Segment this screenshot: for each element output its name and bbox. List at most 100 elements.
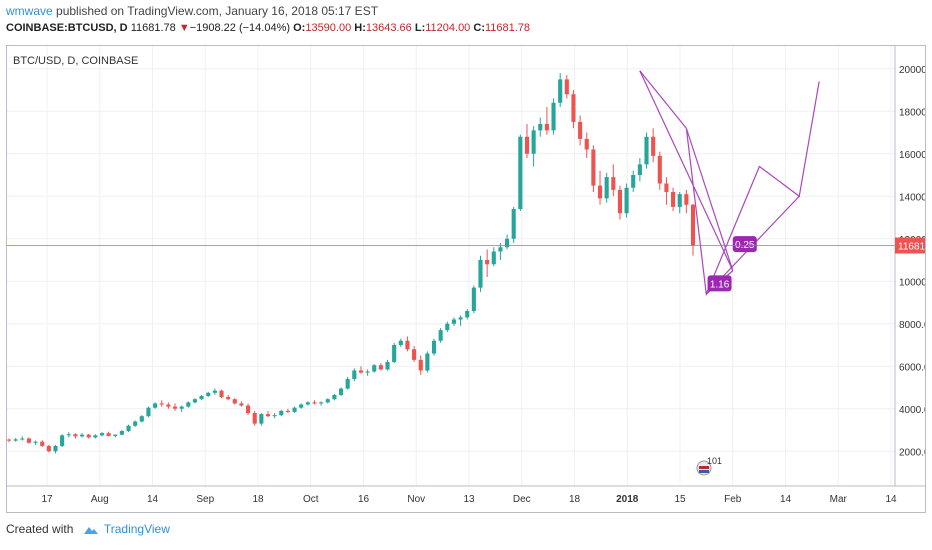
author-link[interactable]: wmwave	[6, 4, 53, 18]
candle	[412, 346, 417, 362]
candle-body	[299, 404, 304, 408]
candle	[40, 440, 45, 447]
candle-body	[491, 251, 496, 265]
time-tick-label: Dec	[513, 494, 531, 505]
price-tick-label: 14000.00	[899, 192, 925, 203]
time-tick-label: 13	[463, 494, 475, 505]
candle-body	[518, 136, 523, 209]
candle	[564, 75, 569, 99]
candle-body	[179, 406, 184, 409]
ratio-label-box	[707, 275, 732, 292]
tradingview-link[interactable]: TradingView	[103, 522, 170, 536]
candle	[671, 187, 676, 212]
candle-body	[631, 175, 636, 188]
candle-body	[418, 359, 423, 371]
low-label: L:	[414, 22, 426, 34]
candle-body	[578, 121, 583, 139]
candle-body	[186, 402, 191, 407]
candle	[392, 342, 397, 364]
candle	[113, 434, 118, 438]
candle-body	[133, 421, 138, 426]
time-tick-label: 16	[358, 494, 370, 505]
candle-body	[106, 433, 111, 436]
candle-body	[206, 392, 211, 396]
candle	[405, 336, 410, 352]
candle	[538, 117, 543, 137]
price-chart[interactable]: 1.160.25 BTC/USD, D, COINBASE 2000.00400…	[7, 46, 925, 512]
candle	[186, 401, 191, 408]
candle	[684, 189, 689, 214]
candle	[372, 364, 377, 373]
candle-body	[511, 209, 516, 239]
candle	[451, 317, 456, 326]
candle	[212, 388, 217, 395]
candle	[478, 255, 483, 292]
time-tick-label: 14	[147, 494, 159, 505]
candle	[325, 398, 330, 404]
candle-body	[272, 415, 277, 417]
candle	[305, 401, 310, 406]
candle	[657, 151, 662, 190]
candle	[431, 338, 437, 356]
created-with-text: Created with	[6, 522, 74, 536]
candle	[272, 413, 277, 419]
candle	[153, 402, 158, 409]
candle	[664, 177, 669, 205]
candle	[398, 338, 403, 348]
candle	[139, 415, 144, 423]
candle-body	[20, 438, 25, 440]
candle	[458, 315, 463, 326]
candle-body	[671, 192, 676, 207]
candle-body	[684, 194, 689, 205]
candle-body	[597, 185, 603, 199]
earnings-badge[interactable]: 101	[696, 456, 722, 476]
high-value: 13643.66	[365, 22, 412, 34]
candle	[53, 444, 58, 454]
candle-body	[551, 102, 556, 131]
candle-body	[212, 390, 217, 393]
candle	[179, 405, 184, 412]
ratio-label-box	[732, 236, 757, 253]
candle	[199, 394, 204, 401]
time-tick-label: 14	[885, 494, 897, 505]
high-label: H:	[354, 22, 366, 34]
candle	[299, 403, 304, 409]
candle-body	[40, 441, 45, 446]
candle-body	[637, 164, 642, 175]
candle-body	[246, 405, 251, 413]
candle	[166, 402, 171, 409]
candle-body	[690, 204, 696, 246]
candle	[690, 203, 696, 256]
candle-body	[412, 349, 417, 360]
candle-body	[392, 345, 397, 362]
time-tick-label: 18	[569, 494, 581, 505]
time-tick-label: 18	[252, 494, 264, 505]
candle-body	[438, 330, 443, 341]
candle-body	[312, 402, 317, 404]
time-axis[interactable]: 17 Aug 14 Sep 18 Oct 16 Nov 13 Dec 18 2018 15 Feb 14 Ma…	[7, 485, 925, 505]
candle-body	[611, 177, 616, 190]
candle	[26, 437, 31, 444]
candle-body	[199, 396, 204, 400]
candle-body	[319, 402, 324, 404]
candle	[106, 431, 111, 437]
candle-body	[292, 407, 297, 412]
candle	[584, 132, 589, 158]
candle	[99, 432, 105, 437]
price-tick-label: 18000.00	[899, 107, 925, 118]
candle-body	[378, 365, 383, 370]
candle	[159, 400, 164, 407]
candle-body	[644, 136, 649, 165]
candle	[239, 401, 244, 407]
candle	[319, 401, 324, 406]
legend-label: BTC/USD, D, COINBASE	[13, 55, 138, 67]
candle-body	[372, 365, 377, 372]
time-tick-label: 17	[41, 494, 53, 505]
candle	[445, 321, 450, 333]
candle-body	[79, 434, 85, 437]
price-axis[interactable]: 2000.004000.006000.008000.0010000.001200…	[894, 46, 925, 486]
candle-body	[504, 238, 510, 248]
candle-body	[139, 416, 144, 422]
published-text: published on TradingView.com, January 16…	[56, 4, 379, 18]
candle-body	[591, 149, 596, 186]
